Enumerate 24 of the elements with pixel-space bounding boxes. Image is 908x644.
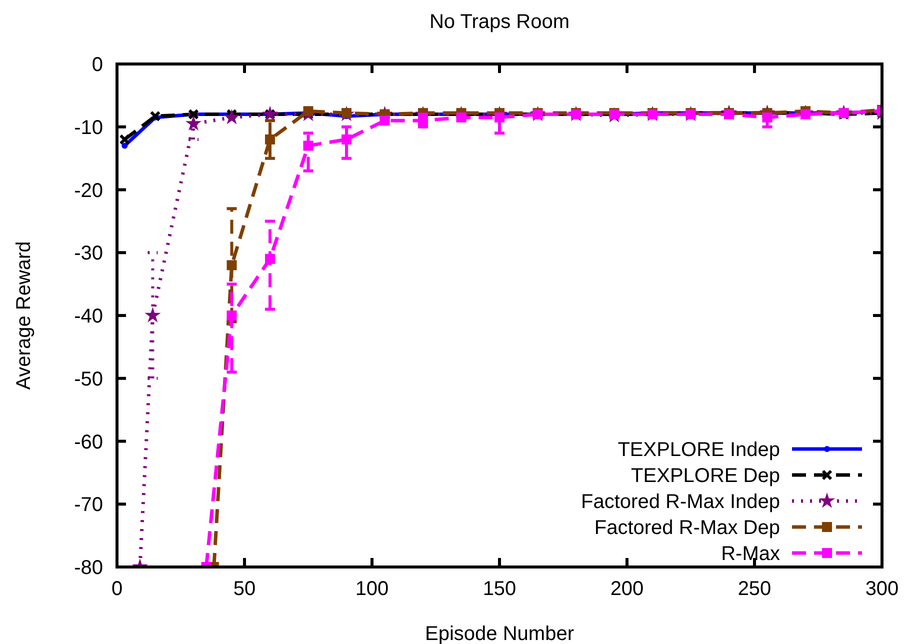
x-tick-label: 50 [233,578,256,600]
y-axis-title: Average Reward [13,241,35,390]
y-tick-label: -60 [74,431,103,454]
y-tick-label: 0 [92,54,103,76]
x-tick-label: 250 [738,578,772,600]
x-tick-label: 0 [111,578,123,600]
x-tick-label: 100 [355,578,389,600]
y-tick-label: -10 [74,116,103,139]
y-tick-label: -70 [74,494,103,516]
y-tick-label: -40 [74,306,103,328]
chart-title: No Traps Room [429,11,570,33]
x-tick-label: 150 [482,578,516,600]
legend-label: Factored R-Max Indep [581,491,780,513]
legend-label: TEXPLORE Dep [631,465,780,487]
x-tick-label: 200 [610,578,644,600]
x-tick-label: 300 [865,578,899,600]
legend-label: R-Max [721,543,780,565]
legend-label: TEXPLORE Indep [618,439,780,461]
y-tick-label: -50 [74,368,103,390]
y-tick-label: -20 [74,180,103,202]
y-tick-label: -30 [74,242,103,265]
legend-label: Factored R-Max Dep [594,517,780,539]
y-tick-label: -80 [74,557,103,579]
x-axis-title: Episode Number [425,623,574,644]
